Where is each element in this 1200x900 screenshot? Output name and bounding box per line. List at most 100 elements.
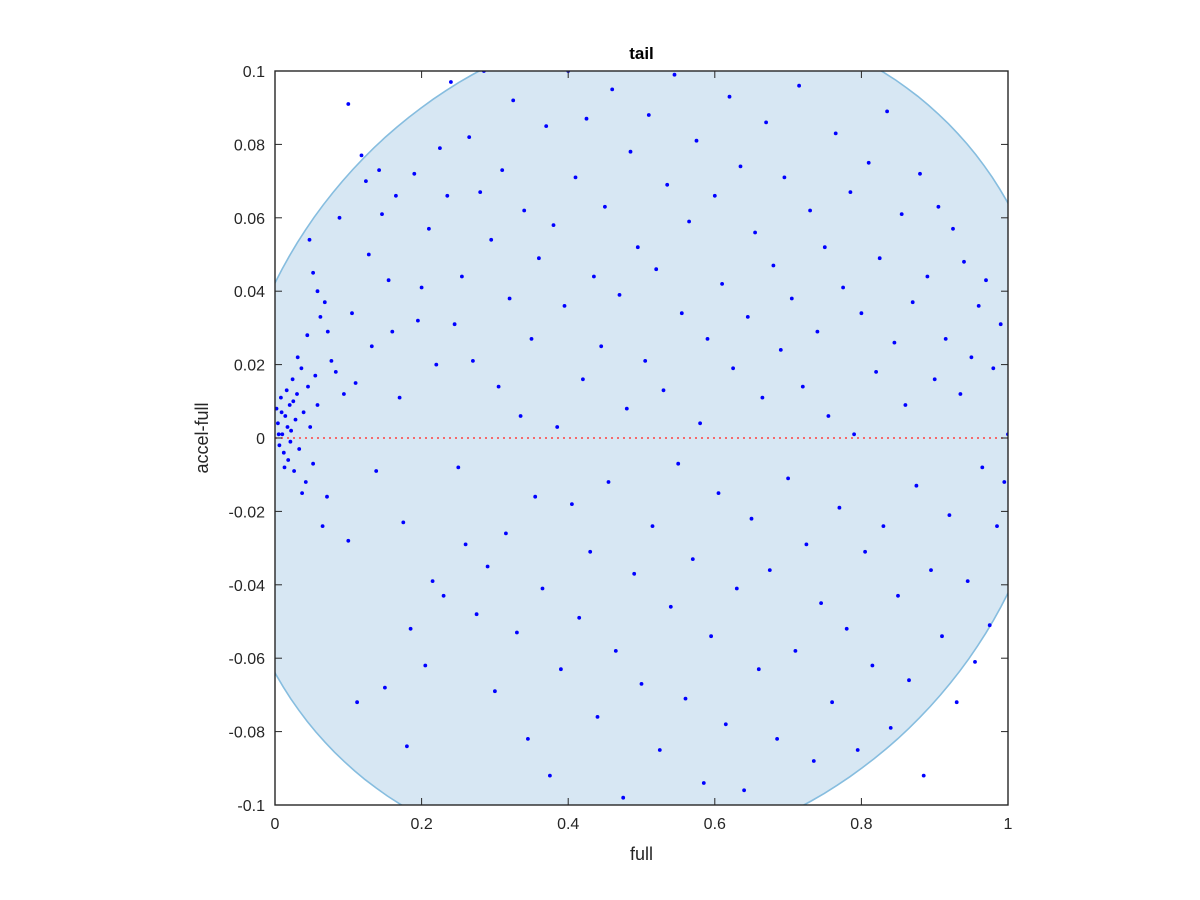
data-point: [778, 348, 783, 352]
data-point: [771, 263, 776, 268]
data-point: [289, 428, 293, 433]
data-point: [624, 406, 629, 411]
x-tick-label: 0.4: [557, 816, 579, 833]
data-point: [588, 549, 593, 554]
data-points: [275, 71, 1008, 800]
data-point: [709, 634, 713, 639]
data-point: [485, 564, 490, 569]
data-point: [800, 384, 805, 389]
data-point: [822, 245, 827, 250]
x-tick-label: 1: [1004, 816, 1013, 833]
data-point: [544, 124, 549, 128]
data-point: [595, 715, 600, 719]
data-point: [573, 175, 578, 180]
y-axis-ticks: -0.1 -0.08 -0.06 -0.04 -0.02 0 0.02 0.04 0.06 0.0…: [229, 64, 1008, 815]
data-point: [848, 190, 853, 195]
data-point: [929, 568, 933, 572]
data-point: [467, 135, 472, 140]
data-point: [745, 315, 750, 319]
data-point: [500, 168, 505, 173]
data-point: [819, 601, 823, 605]
data-point: [643, 359, 648, 363]
data-point: [295, 392, 299, 396]
data-point: [896, 593, 900, 598]
data-point: [555, 425, 560, 429]
data-point: [833, 131, 838, 136]
data-point: [441, 593, 446, 598]
data-point: [329, 359, 334, 363]
data-point: [504, 531, 508, 536]
data-point: [687, 219, 691, 224]
data-point: [734, 586, 739, 591]
data-point: [995, 524, 999, 528]
y-tick-label: 0: [256, 431, 265, 448]
data-point: [366, 252, 371, 257]
data-point: [925, 274, 930, 279]
data-point: [650, 524, 655, 528]
y-tick-label: -0.1: [237, 798, 265, 815]
x-tick-label: 0.2: [410, 816, 432, 833]
data-point: [980, 465, 985, 470]
x-axis-label: full: [630, 844, 653, 864]
data-point: [291, 399, 296, 404]
data-point: [540, 586, 545, 591]
data-point: [888, 726, 893, 730]
data-point: [661, 388, 666, 393]
data-point: [405, 744, 409, 749]
data-point: [311, 461, 315, 466]
data-point: [782, 175, 787, 180]
data-point: [293, 417, 298, 422]
data-point: [434, 362, 439, 367]
data-point: [738, 164, 743, 169]
data-point: [723, 722, 728, 727]
data-point: [775, 737, 779, 741]
data-point: [654, 267, 659, 272]
data-point: [427, 226, 431, 231]
data-point: [991, 366, 996, 371]
data-point: [584, 116, 589, 121]
data-point: [797, 83, 801, 88]
data-point: [337, 215, 342, 220]
data-point: [863, 549, 867, 554]
data-point: [463, 542, 468, 547]
data-point: [288, 439, 293, 444]
data-point: [954, 700, 959, 705]
data-point: [962, 259, 966, 264]
data-point: [493, 689, 497, 694]
data-point: [756, 667, 761, 672]
data-point: [899, 212, 904, 217]
data-point: [793, 649, 798, 653]
data-point: [456, 465, 461, 470]
data-point: [452, 322, 457, 327]
data-point: [305, 333, 310, 338]
data-point: [749, 516, 754, 521]
data-point: [518, 414, 523, 418]
data-point: [914, 483, 919, 488]
data-point: [826, 414, 831, 418]
data-point: [716, 491, 721, 495]
data-point: [855, 748, 860, 752]
data-point: [918, 171, 922, 176]
data-point: [311, 270, 315, 275]
data-point: [342, 392, 346, 396]
y-tick-label: -0.04: [229, 578, 266, 595]
data-point: [965, 579, 970, 583]
x-axis-ticks: 0 0.2 0.4 0.6 0.8 1: [271, 71, 1013, 833]
data-point: [903, 403, 908, 407]
data-point: [720, 282, 724, 286]
data-point: [789, 296, 794, 301]
data-point: [380, 212, 384, 217]
data-point: [698, 421, 702, 426]
data-point: [764, 120, 768, 125]
data-point: [313, 373, 318, 378]
data-point: [353, 381, 358, 385]
data-point: [522, 208, 527, 213]
data-point: [617, 293, 622, 297]
y-tick-label: -0.06: [229, 651, 266, 668]
data-point: [694, 138, 699, 143]
data-point: [551, 223, 556, 228]
data-point: [290, 377, 295, 382]
data-point: [621, 795, 626, 800]
data-point: [932, 377, 937, 382]
data-point: [364, 179, 368, 184]
